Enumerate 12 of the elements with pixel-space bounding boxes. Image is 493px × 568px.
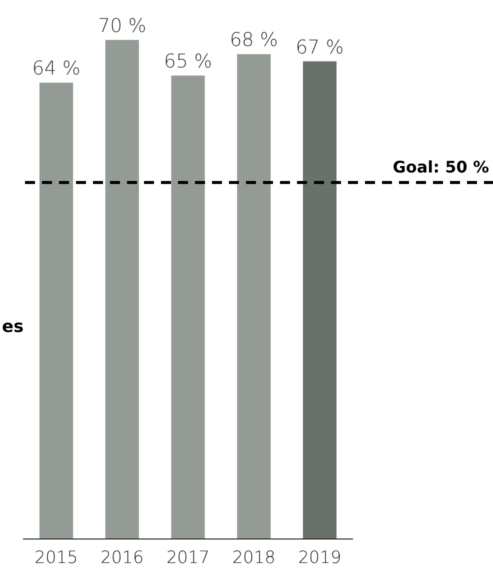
- annotation: es: [2, 317, 24, 337]
- ref-line-label: Goal: 50 %: [392, 158, 489, 177]
- x-tick-label: 2016: [100, 548, 144, 568]
- x-tick-label: 2019: [298, 548, 342, 568]
- x-tick-label: 2018: [232, 548, 276, 568]
- x-tick-label: 2015: [34, 548, 78, 568]
- data-label: 68 %: [230, 29, 278, 52]
- data-label: 64 %: [32, 58, 80, 80]
- data-label: 67 %: [296, 36, 344, 58]
- data-label: 65 %: [164, 50, 212, 73]
- x-tick-label: 2017: [166, 548, 210, 568]
- data-label: 70 %: [98, 14, 146, 37]
